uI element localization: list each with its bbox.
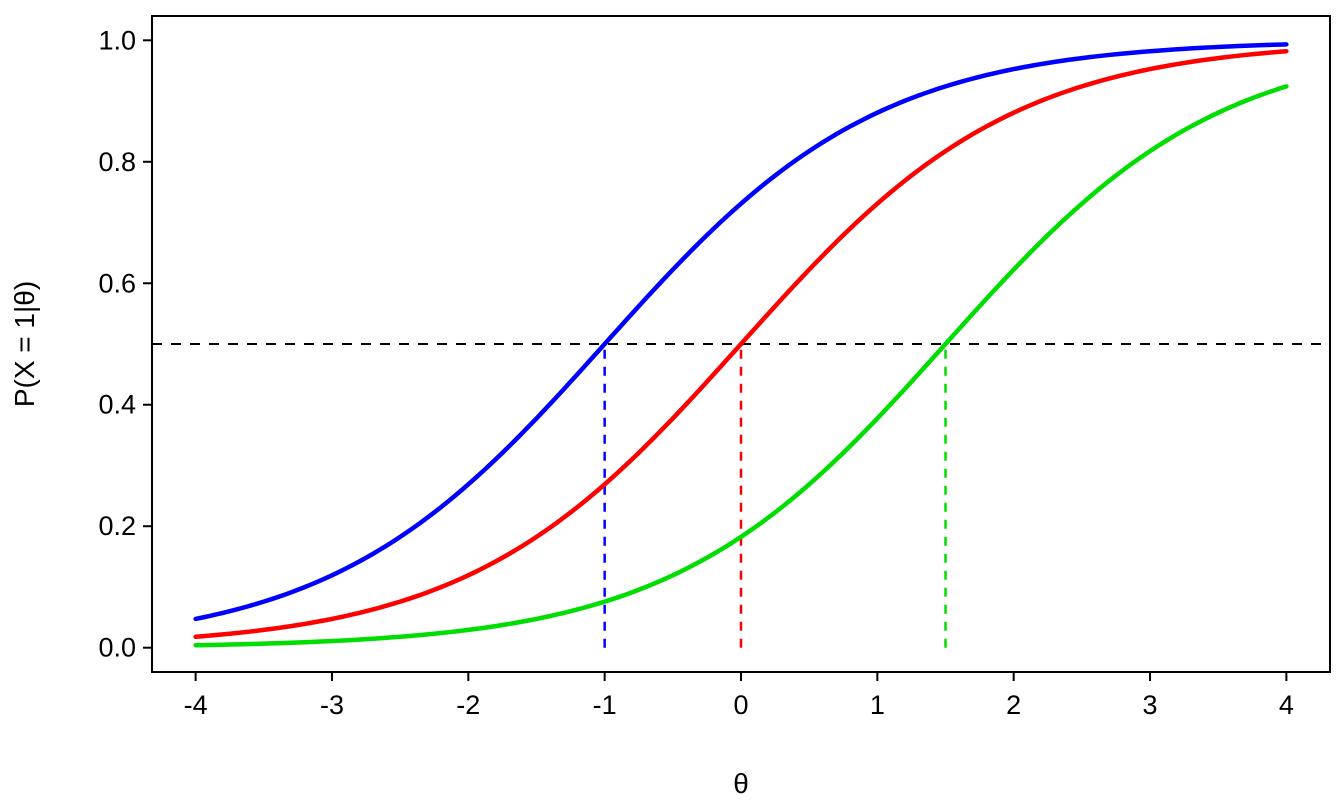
x-tick-label: 4 — [1279, 690, 1294, 720]
x-tick-label: -3 — [320, 690, 344, 720]
icc-curve-0 — [193, 42, 1289, 622]
x-tick-label: 0 — [733, 690, 748, 720]
y-tick-label: 0.0 — [98, 633, 136, 663]
y-tick-label: 0.8 — [98, 147, 136, 177]
x-tick-label: 3 — [1143, 690, 1158, 720]
y-tick-label: 0.4 — [98, 390, 136, 420]
x-tick-label: 2 — [1006, 690, 1021, 720]
y-tick-label: 0.6 — [98, 268, 136, 298]
y-tick-label: 1.0 — [98, 25, 136, 55]
y-axis-label: P(X = 1|θ) — [9, 281, 40, 407]
icc-curve-1 — [193, 48, 1289, 640]
x-axis-label: θ — [733, 768, 749, 799]
x-tick-label: -4 — [184, 690, 208, 720]
icc-curve-2 — [193, 84, 1289, 648]
x-tick-label: 1 — [870, 690, 885, 720]
plot-layer: -4 -3 -2 -1 0 1 2 3 4 0.0 0.2 0.4 0.6 0.8 1.0 — [98, 15, 1331, 720]
y-tick-label: 0.2 — [98, 511, 136, 541]
x-tick-label: -1 — [593, 690, 617, 720]
x-tick-label: -2 — [456, 690, 480, 720]
